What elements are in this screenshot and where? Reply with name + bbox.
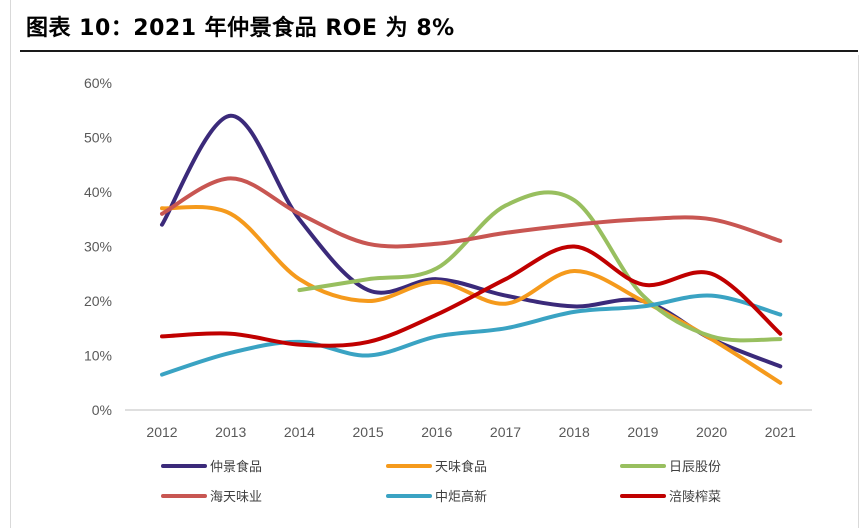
x-tick-label: 2018	[559, 424, 590, 440]
series-lines	[160, 113, 783, 385]
y-tick-label: 30%	[84, 239, 112, 255]
legend-item: 日辰股份	[620, 460, 721, 475]
x-tick-label: 2013	[215, 424, 246, 440]
legend-item: 仲景食品	[161, 459, 262, 475]
legend-label: 涪陵榨菜	[669, 489, 721, 505]
legend-item: 中炬高新	[386, 489, 487, 505]
figure-title: 图表 10：2021 年仲景食品 ROE 为 8%	[26, 16, 455, 41]
legend-item: 海天味业	[161, 490, 262, 505]
series-line-4	[160, 176, 783, 249]
legend-label: 中炬高新	[435, 489, 487, 505]
y-axis-ticks: 60% 50% 40% 30% 20% 10% 0%	[84, 75, 112, 418]
series-line-3	[297, 190, 783, 343]
legend-label: 日辰股份	[669, 460, 721, 475]
y-tick-label: 20%	[84, 293, 112, 309]
x-tick-label: 2014	[284, 424, 315, 440]
y-tick-label: 10%	[84, 348, 112, 364]
right-border	[858, 55, 859, 528]
legend-label: 天味食品	[435, 459, 487, 475]
y-tick-label: 40%	[84, 184, 112, 200]
legend-item: 天味食品	[386, 459, 487, 475]
x-tick-label: 2021	[765, 424, 796, 440]
x-tick-label: 2020	[696, 424, 727, 440]
title-underline	[20, 50, 858, 52]
x-tick-label: 2016	[421, 424, 452, 440]
series-line-6	[160, 244, 783, 348]
legend-label: 仲景食品	[210, 459, 262, 475]
y-tick-label: 0%	[92, 402, 112, 418]
y-tick-label: 50%	[84, 130, 112, 146]
x-axis-ticks: 2012 2013 2014 2015 2016 2017 2018 2019 2020 2021	[146, 424, 796, 440]
y-tick-label: 60%	[84, 75, 112, 91]
x-tick-label: 2017	[490, 424, 521, 440]
x-tick-label: 2012	[146, 424, 177, 440]
x-tick-label: 2019	[627, 424, 658, 440]
left-border	[10, 0, 11, 528]
series-line-5	[160, 293, 783, 377]
series-line-2	[160, 204, 783, 385]
legend-item: 涪陵榨菜	[620, 489, 721, 505]
legend-label: 海天味业	[210, 490, 262, 505]
x-tick-label: 2015	[353, 424, 384, 440]
